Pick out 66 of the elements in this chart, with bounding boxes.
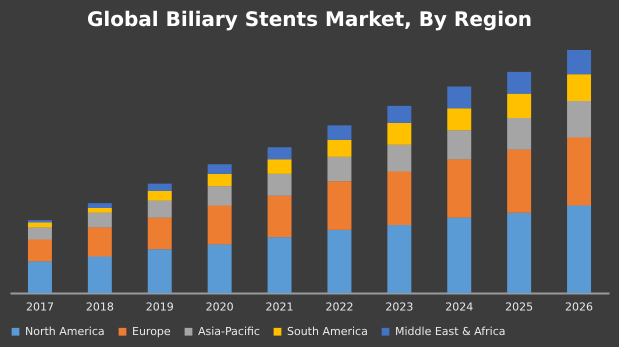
bar [507, 94, 532, 118]
bar [88, 208, 112, 213]
legend-label: Middle East & Africa [395, 324, 506, 338]
bar [88, 203, 112, 208]
bar [387, 106, 412, 123]
bar [327, 181, 352, 230]
bar [208, 186, 232, 206]
bar [387, 122, 412, 145]
bar [148, 200, 172, 218]
x-tick-label: 2026 [565, 300, 594, 314]
bar [268, 174, 292, 196]
bar [88, 212, 112, 228]
bar [28, 220, 52, 223]
x-tick-label: 2024 [445, 300, 474, 314]
x-tick-label: 2021 [266, 300, 294, 314]
bar [327, 156, 352, 182]
bar [28, 227, 52, 240]
bar [148, 190, 172, 201]
bar [447, 218, 472, 293]
x-tick-label: 2023 [385, 300, 414, 314]
bar [387, 224, 412, 293]
bar [327, 230, 352, 293]
bar [28, 261, 52, 293]
bar [268, 196, 292, 238]
x-tick-label: 2017 [26, 300, 54, 314]
x-tick-label: 2025 [505, 300, 534, 314]
bar [28, 240, 52, 262]
bar [447, 108, 472, 130]
bar [327, 125, 352, 140]
x-tick-label: 2018 [86, 300, 114, 314]
bar [507, 212, 532, 293]
bar [387, 172, 412, 225]
x-tick-label: 2019 [146, 300, 174, 314]
x-tick-label: 2022 [325, 300, 354, 314]
bar [567, 101, 592, 138]
legend-label: Asia-Pacific [198, 324, 260, 338]
bar [567, 50, 592, 74]
bar [567, 137, 592, 206]
bar [208, 244, 232, 293]
bar [28, 222, 52, 228]
bar [208, 174, 232, 186]
legend-label: Europe [132, 324, 171, 338]
bar [268, 147, 292, 160]
x-tick-label: 2020 [206, 300, 234, 314]
bar [507, 150, 532, 213]
bar [447, 86, 472, 108]
bar [447, 159, 472, 218]
bar [208, 164, 232, 174]
bar [268, 237, 292, 293]
legend-label: South America [287, 324, 368, 338]
bar [567, 74, 592, 102]
bar [507, 72, 532, 94]
bar [447, 130, 472, 160]
bar [268, 159, 292, 174]
bar [88, 227, 112, 257]
bar [148, 249, 172, 293]
bar [567, 206, 592, 293]
bar [327, 140, 352, 157]
legend-label: North America [25, 324, 105, 338]
bar [148, 218, 172, 250]
bar [208, 206, 232, 244]
bar [507, 118, 532, 150]
bar [88, 256, 112, 293]
chart-title: Global Biliary Stents Market, By Region [86, 7, 532, 31]
bar [387, 144, 412, 172]
bar [148, 184, 172, 191]
